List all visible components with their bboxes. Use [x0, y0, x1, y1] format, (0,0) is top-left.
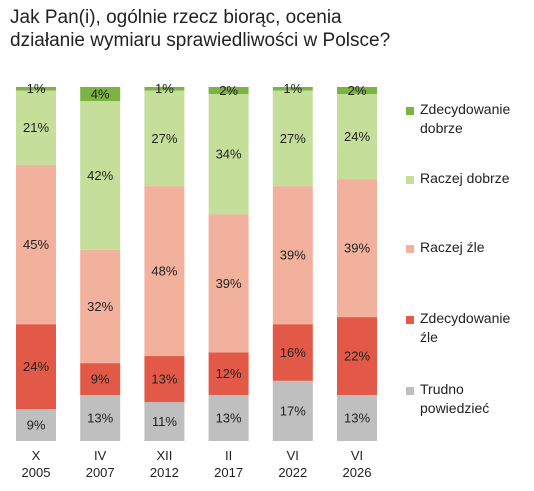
legend-label: Zdecydowanie źle: [420, 310, 511, 345]
value-label: 16%: [280, 345, 306, 360]
bar-segment: [144, 356, 185, 403]
value-label: 1%: [27, 81, 46, 96]
value-label: 13%: [216, 410, 242, 425]
value-label: 9%: [91, 371, 110, 386]
value-label: 24%: [23, 359, 49, 374]
bar-segment: [144, 90, 185, 187]
value-label: 39%: [216, 276, 242, 291]
value-label: 1%: [155, 81, 174, 96]
legend-swatch: [406, 316, 414, 324]
value-label: 24%: [344, 129, 370, 144]
value-label: 2%: [348, 83, 367, 98]
bar-segment: [80, 249, 121, 364]
bar-segment: [272, 90, 313, 187]
legend-swatch: [406, 387, 414, 395]
bar-segment: [272, 87, 313, 91]
value-label: 27%: [151, 131, 177, 146]
x-tick-label: VI 2026: [342, 448, 372, 480]
value-label: 13%: [87, 410, 113, 425]
bar-segment: [144, 186, 185, 357]
bar-segment: [144, 402, 185, 441]
bar-segment: [337, 94, 377, 180]
value-label: 48%: [151, 264, 177, 279]
bar-segment: [208, 352, 249, 395]
bar-segment: [272, 186, 313, 325]
value-label: 1%: [283, 81, 302, 96]
value-label: 34%: [216, 147, 242, 162]
bar-segment: [16, 409, 56, 441]
legend-swatch: [406, 176, 414, 184]
value-label: 22%: [344, 348, 370, 363]
bar-segment: [80, 363, 121, 395]
value-label: 17%: [280, 403, 306, 418]
bar-segment: [208, 214, 249, 353]
bar-segment: [80, 394, 121, 441]
bar-segment: [337, 317, 377, 395]
chart-title: Jak Pan(i), ogólnie rzecz biorąc, ocenia…: [10, 7, 391, 51]
bar-segment: [272, 324, 313, 381]
value-label: 9%: [27, 418, 46, 433]
bar-segment: [208, 94, 249, 215]
bar-segment: [337, 394, 377, 441]
legend-label: Zdecydowanie dobrze: [420, 101, 511, 136]
value-label: 32%: [87, 299, 113, 314]
bar-segment: [208, 394, 249, 441]
bar-segment: [80, 87, 121, 102]
x-tick-label: IV 2007: [85, 448, 115, 480]
value-label: 13%: [151, 371, 177, 386]
value-label: 12%: [216, 366, 242, 381]
value-label: 11%: [152, 414, 177, 429]
bar-segment: [337, 87, 377, 95]
x-tick-label: XII 2012: [149, 448, 179, 480]
value-label: 13%: [344, 410, 370, 425]
x-tick-label: VI 2022: [278, 448, 308, 480]
legend-label: Trudno powiedzieć: [420, 381, 490, 416]
value-label: 45%: [23, 237, 49, 252]
x-tick-label: II 2017: [214, 448, 244, 480]
value-label: 2%: [219, 83, 238, 98]
bar-segment: [208, 87, 249, 95]
bar-segment: [16, 164, 56, 325]
bar-segment: [337, 179, 377, 318]
value-label: 4%: [91, 87, 110, 102]
bar-segment: [272, 380, 313, 441]
value-label: 27%: [280, 131, 306, 146]
value-label: 21%: [23, 120, 49, 135]
legend-swatch: [406, 245, 414, 253]
value-label: 39%: [344, 241, 370, 256]
x-tick-label: X 2005: [21, 448, 51, 480]
bar-segment: [16, 324, 56, 410]
bar-segment: [16, 90, 56, 165]
value-label: 39%: [280, 248, 306, 263]
value-label: 42%: [87, 168, 113, 183]
legend-swatch: [406, 107, 414, 115]
bar-segment: [144, 87, 185, 91]
bar-segment: [80, 101, 121, 250]
legend-label: Raczej dobrze: [420, 170, 510, 186]
bar-segment: [16, 87, 56, 91]
legend-label: Raczej źle: [420, 239, 485, 255]
